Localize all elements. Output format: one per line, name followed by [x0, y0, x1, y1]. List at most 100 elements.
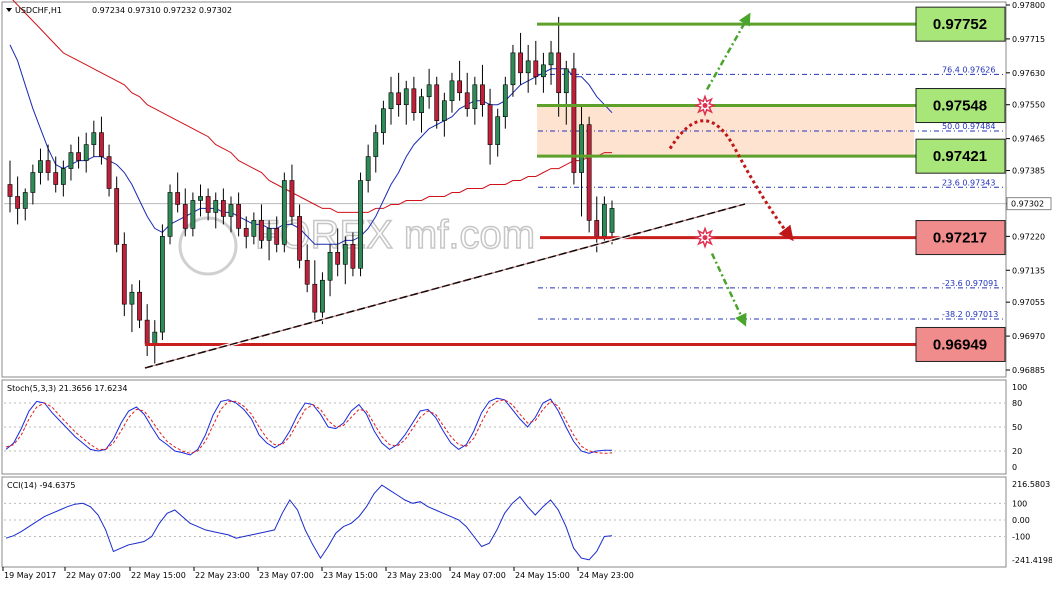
- bull-candle: [601, 204, 607, 237]
- candles: [7, 16, 615, 365]
- resistance-price-box: [915, 6, 1006, 42]
- bull-candle: [441, 100, 447, 121]
- time-tick-label: 23 May 15:00: [323, 571, 378, 580]
- bear-candle: [396, 92, 402, 106]
- support-price-box: [915, 220, 1006, 256]
- bear-candle: [182, 204, 188, 229]
- stoch-main-line: [5, 397, 612, 456]
- fib-level-label: 76.4 0.97626: [942, 65, 995, 74]
- bear-candle: [236, 204, 242, 229]
- bull-candle: [190, 200, 196, 229]
- bear-candle: [457, 80, 462, 94]
- price-axis: 0.97800 0.97715 0.97630 0.97550 0.97465 0.973…: [1006, 1, 1052, 375]
- bear-candle: [114, 188, 120, 245]
- resistance-zone: [537, 105, 914, 157]
- resistance-price-box: [915, 138, 1006, 174]
- bull-candle: [266, 228, 272, 241]
- bear-candle: [571, 68, 577, 173]
- cci-tick-label: -100: [1012, 533, 1030, 542]
- stoch-title: Stoch(5,3,3) 21.3656 17.6234: [7, 384, 127, 393]
- bull-candle: [167, 192, 173, 237]
- bull-candle: [563, 68, 569, 94]
- bull-candle: [213, 200, 219, 213]
- bear-candle: [45, 160, 51, 173]
- breakdown-burst-icon-core: [702, 235, 708, 241]
- bear-candle: [137, 291, 142, 321]
- bear-candle: [556, 52, 562, 94]
- bear-candle: [594, 220, 600, 237]
- stoch-tick-label: 50: [1012, 423, 1022, 432]
- stoch-signal-line: [5, 399, 613, 454]
- stoch-tick-label: 20: [1012, 447, 1022, 456]
- time-tick-label: 23 May 07:00: [259, 571, 314, 580]
- bull-candle: [281, 180, 287, 245]
- bear-candle: [304, 260, 310, 285]
- cci-tick-label: -241.4198: [1012, 556, 1052, 565]
- bear-candle: [106, 156, 112, 189]
- bull-candle: [541, 64, 546, 78]
- bear-candle: [243, 228, 249, 237]
- bear-candle: [7, 184, 13, 197]
- bull-candle: [472, 84, 478, 110]
- time-tick-label: 24 May 15:00: [515, 571, 570, 580]
- time-tick-label: 24 May 07:00: [451, 571, 506, 580]
- time-tick-label: 23 May 23:00: [387, 571, 442, 580]
- bull-candle: [579, 124, 584, 173]
- bull-candle: [495, 116, 501, 145]
- price-tick-label: 0.97465: [1012, 135, 1045, 144]
- price-tick-label: 0.96885: [1012, 366, 1045, 375]
- fib-level-label: 50.0 0.97484: [942, 122, 995, 131]
- time-tick-label: 22 May 23:00: [195, 571, 250, 580]
- price-tick-label: 0.97385: [1012, 167, 1045, 176]
- bull-candle: [426, 84, 432, 98]
- bear-candle: [518, 52, 523, 74]
- ma-slow-line: [12, 0, 612, 213]
- ohlc-values: 0.97234 0.97310 0.97232 0.97302: [92, 6, 232, 15]
- bear-candle: [411, 88, 417, 114]
- bear-candle: [205, 196, 211, 213]
- symbol-label: USDCHF,H1: [15, 6, 62, 15]
- bull-candle: [342, 244, 348, 265]
- price-tick-label: 0.97220: [1012, 232, 1045, 241]
- bear-candle: [434, 84, 440, 121]
- bull-candle: [373, 132, 379, 157]
- bear-candle: [533, 60, 539, 78]
- bear-candle: [297, 216, 302, 261]
- key-levels: 0.97752 0.97548 0.97421 0.97217 0.96949: [145, 6, 1006, 362]
- cci-tick-label: 100: [1012, 499, 1027, 508]
- bear-candle: [76, 152, 81, 161]
- bull-candle: [327, 252, 333, 281]
- dropdown-triangle-icon[interactable]: [6, 8, 12, 12]
- bull-candle: [525, 60, 531, 74]
- level-price-label: 0.96949: [933, 336, 987, 353]
- price-tick-label: 0.97800: [1012, 1, 1045, 10]
- bull-candle: [83, 144, 89, 161]
- time-tick-label: 24 May 23:00: [579, 571, 634, 580]
- cci-tick-label: 216.5803: [1012, 480, 1050, 489]
- time-tick-label: 22 May 07:00: [66, 571, 121, 580]
- bear-candle: [586, 124, 592, 221]
- cci-panel: [1, 476, 1007, 568]
- bull-candle: [91, 132, 97, 145]
- fibonacci-levels: 76.4 0.97626 50.0 0.97484 23.6 0.97343 -23.…: [538, 65, 1004, 320]
- bull-candle: [152, 331, 158, 345]
- bear-candle: [480, 84, 485, 106]
- bull-candle: [548, 52, 554, 66]
- support-price-box: [915, 326, 1006, 362]
- bull-candle: [419, 96, 424, 114]
- price-tick-label: 0.97055: [1012, 298, 1045, 307]
- bull-candle: [68, 152, 74, 169]
- bull-candle: [129, 291, 135, 305]
- price-tick-label: 0.97715: [1012, 35, 1045, 44]
- price-panel: [1, 1, 1007, 378]
- bear-candle: [350, 244, 356, 269]
- breakout-burst-icon-core: [702, 103, 708, 109]
- bull-candle: [609, 208, 615, 233]
- bear-candle: [121, 244, 127, 305]
- bull-candle: [30, 172, 36, 193]
- stoch-tick-label: 100: [1012, 383, 1027, 392]
- bear-candle: [274, 228, 280, 245]
- bull-candle: [22, 192, 28, 209]
- level-price-label: 0.97548: [933, 98, 987, 115]
